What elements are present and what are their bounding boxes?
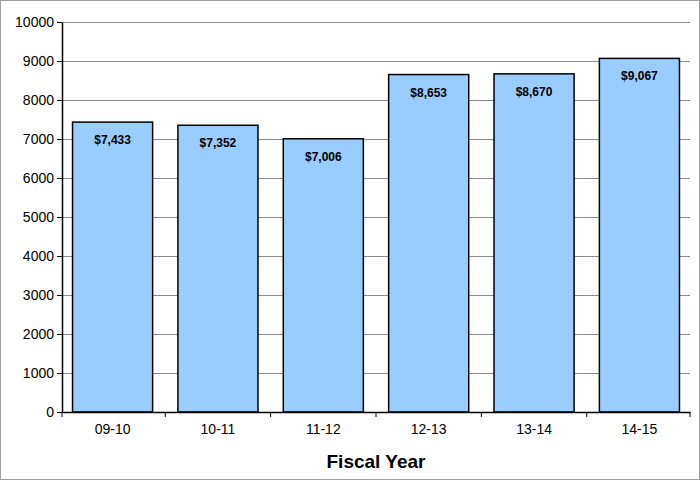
tick: 09-10	[95, 412, 131, 437]
data-label: $7,433	[94, 133, 131, 147]
grid-line	[62, 334, 690, 335]
tick-label: 3000	[23, 287, 54, 303]
grid-line	[62, 295, 690, 296]
tick-label: 4000	[23, 248, 54, 264]
tick-label: 10000	[15, 14, 54, 30]
bar	[178, 125, 258, 412]
tick-mark	[57, 100, 62, 101]
tick: 9000	[23, 53, 62, 69]
tick-mark	[57, 217, 62, 218]
grid-line	[62, 100, 690, 101]
tick-label: 0	[46, 404, 54, 420]
tick-mark	[57, 178, 62, 179]
tick: 10-11	[201, 412, 236, 437]
tick-label: 11-12	[306, 421, 341, 437]
bars	[73, 58, 680, 412]
separator	[62, 412, 63, 417]
separator	[586, 412, 587, 417]
bar	[283, 139, 363, 412]
tick: 14-15	[622, 412, 658, 437]
tick: 5000	[23, 209, 62, 225]
tick-label: 6000	[23, 170, 54, 186]
grid-line	[62, 256, 690, 257]
bar	[494, 74, 574, 412]
tick-mark	[57, 139, 62, 140]
frame	[1, 1, 700, 480]
tick-label: 12-13	[411, 421, 447, 437]
y-axis: 0 1000 2000 3000 4000 5000 6000 7000 8000 9000 100…	[15, 14, 62, 420]
grid-line	[62, 217, 690, 218]
bar	[389, 75, 469, 412]
tick: 12-13	[411, 412, 447, 437]
data-label: $9,067	[621, 69, 658, 83]
tick-label: 09-10	[95, 421, 131, 437]
tick: 4000	[23, 248, 62, 264]
tick: 1000	[23, 365, 62, 381]
grid-line	[62, 373, 690, 374]
separator	[376, 412, 377, 417]
tick-mark	[57, 256, 62, 257]
grid-line	[62, 22, 690, 23]
bar	[599, 58, 679, 412]
tick-label: 13-14	[516, 421, 552, 437]
tick: 13-14	[516, 412, 552, 437]
data-label: $7,352	[200, 136, 237, 150]
data-labels: $7,433 $7,352 $7,006 $8,653 $8,670 $9,067	[94, 69, 658, 163]
separator	[270, 412, 271, 417]
tick: 6000	[23, 170, 62, 186]
tick: 8000	[23, 92, 62, 108]
tick-label: 7000	[23, 131, 54, 147]
tick: 2000	[23, 326, 62, 342]
tick: 11-12	[306, 412, 341, 437]
grid-line	[62, 139, 690, 140]
grid-line	[62, 178, 690, 179]
tick-label: 1000	[23, 365, 54, 381]
x-axis: 09-10 10-11 11-12 12-13 13-14 14-15	[63, 412, 691, 437]
grid	[62, 22, 690, 412]
tick-label: 14-15	[622, 421, 658, 437]
tick-mark	[57, 22, 62, 23]
tick: 0	[46, 404, 62, 420]
tick-mark	[57, 295, 62, 296]
tick-label: 5000	[23, 209, 54, 225]
separator	[165, 412, 166, 417]
tick-label: 10-11	[201, 421, 236, 437]
data-label: $8,653	[410, 86, 447, 100]
bar	[73, 122, 153, 412]
data-label: $7,006	[305, 150, 342, 164]
separator	[690, 412, 691, 417]
tick-mark	[57, 412, 62, 413]
tick-label: 9000	[23, 53, 54, 69]
chart: 0 1000 2000 3000 4000 5000 6000 7000 8000 9000 100…	[0, 0, 700, 480]
tick-mark	[57, 334, 62, 335]
data-label: $8,670	[516, 85, 553, 99]
separator	[481, 412, 482, 417]
separators	[62, 412, 690, 417]
tick-mark	[57, 373, 62, 374]
plot: 0 1000 2000 3000 4000 5000 6000 7000 8000 9000 100…	[15, 14, 690, 437]
tick: 7000	[23, 131, 62, 147]
tick: 10000	[15, 14, 62, 30]
x-axis-title: Fiscal Year	[327, 451, 427, 472]
tick-label: 8000	[23, 92, 54, 108]
tick-mark	[57, 61, 62, 62]
grid-line	[62, 61, 690, 62]
tick: 3000	[23, 287, 62, 303]
tick-label: 2000	[23, 326, 54, 342]
